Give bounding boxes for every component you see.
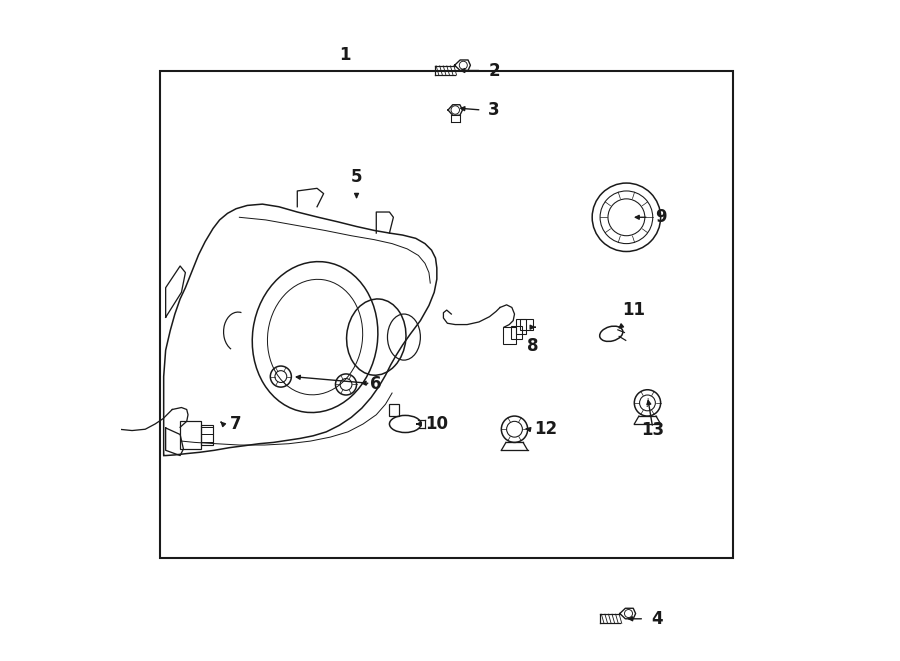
Bar	[503, 327, 516, 344]
Text: 9: 9	[655, 208, 667, 226]
Text: 11: 11	[623, 301, 645, 319]
Bar	[160, 71, 733, 558]
Text: 6: 6	[370, 375, 382, 393]
Text: 2: 2	[488, 61, 500, 79]
Text: 12: 12	[535, 420, 557, 438]
Bar	[202, 425, 213, 445]
Bar	[520, 319, 533, 330]
Text: 5: 5	[351, 168, 363, 186]
Bar	[510, 326, 522, 339]
Text: 4: 4	[651, 610, 662, 628]
Text: 8: 8	[526, 337, 538, 355]
Bar	[180, 420, 202, 449]
Text: 10: 10	[425, 415, 448, 433]
Text: 13: 13	[641, 421, 664, 440]
Text: 7: 7	[230, 415, 241, 433]
Text: 1: 1	[339, 46, 350, 64]
Bar	[516, 319, 526, 334]
Bar	[390, 405, 399, 416]
Text: 3: 3	[488, 101, 500, 119]
Text: J: J	[646, 399, 649, 407]
